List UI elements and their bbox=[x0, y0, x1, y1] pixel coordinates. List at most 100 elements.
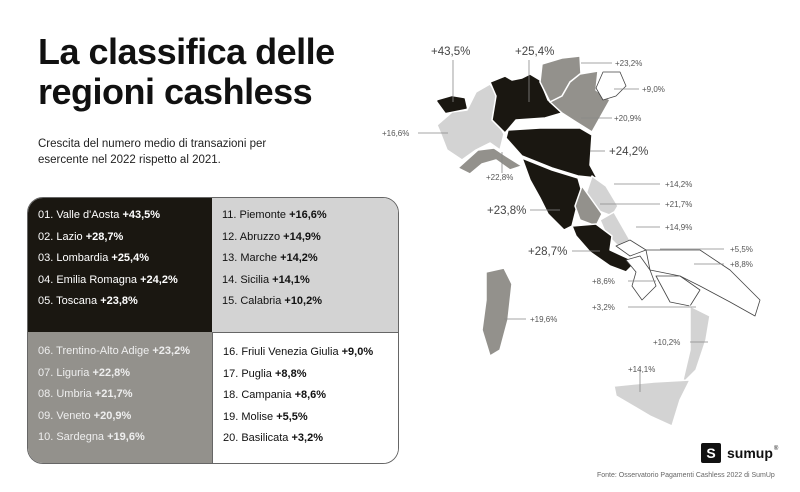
map-label-campania: +8,6% bbox=[592, 277, 615, 286]
map-label-sardegna: +19,6% bbox=[530, 315, 557, 324]
region-name: 04. Emilia Romagna bbox=[38, 273, 138, 286]
map-label-piemonte: +16,6% bbox=[382, 129, 409, 138]
map-label-toscana: +23,8% bbox=[487, 205, 526, 217]
map-label-puglia: +8,8% bbox=[730, 260, 753, 269]
region-value: +19,6% bbox=[107, 431, 145, 444]
region-sardegna bbox=[481, 267, 513, 357]
region-value: +14,1% bbox=[272, 273, 310, 286]
region-name: 07. Liguria bbox=[38, 366, 90, 379]
region-value: +8,8% bbox=[275, 367, 307, 380]
map-label-emilia-romagna: +24,2% bbox=[609, 146, 648, 158]
ranking-row: 02. Lazio +28,7% bbox=[38, 230, 212, 252]
sumup-logo-icon: S bbox=[701, 443, 721, 463]
region-name: 13. Marche bbox=[222, 252, 278, 265]
ranking-row: 16. Friuli Venezia Giulia +9,0% bbox=[223, 345, 398, 367]
region-value: +25,4% bbox=[111, 252, 150, 265]
region-name: 10. Sardegna bbox=[38, 431, 105, 444]
ranking-table: 01. Valle d'Aosta +43,5% 02. Lazio +28,7%… bbox=[27, 197, 399, 464]
map-label-trentino: +23,2% bbox=[615, 59, 642, 68]
page-title: La classifica delle regioni cashless bbox=[38, 31, 335, 112]
region-value: +5,5% bbox=[276, 410, 308, 423]
region-calabria bbox=[681, 305, 711, 385]
map-label-molise: +5,5% bbox=[730, 245, 753, 254]
ranking-row: 20. Basilicata +3,2% bbox=[223, 431, 398, 453]
leader-lines bbox=[418, 60, 724, 392]
ranking-tier-2: 06. Trentino-Alto Adige +23,2% 07. Liguri… bbox=[28, 332, 212, 463]
region-value: +14,9% bbox=[283, 230, 321, 243]
region-value: +14,2% bbox=[280, 252, 318, 265]
region-value: +23,2% bbox=[152, 345, 190, 357]
sumup-logo: S sumup ® bbox=[701, 443, 778, 463]
map-label-liguria: +22,8% bbox=[486, 173, 513, 182]
region-name: 11. Piemonte bbox=[222, 209, 287, 221]
map-label-veneto: +20,9% bbox=[614, 114, 641, 123]
ranking-row: 09. Veneto +20,9% bbox=[38, 409, 212, 431]
ranking-row: 12. Abruzzo +14,9% bbox=[222, 230, 398, 252]
region-name: 08. Umbria bbox=[38, 388, 92, 401]
region-name: 19. Molise bbox=[223, 410, 274, 423]
ranking-row: 14. Sicilia +14,1% bbox=[222, 273, 398, 295]
region-value: +9,0% bbox=[341, 346, 374, 358]
map-labels: +43,5% +25,4% +23,2% +9,0% +20,9% +16,6%… bbox=[382, 46, 753, 374]
region-name: 05. Toscana bbox=[38, 295, 98, 308]
source-note: Fonte: Osservatorio Pagamenti Cashless 2… bbox=[597, 472, 775, 479]
ranking-tier-1: 01. Valle d'Aosta +43,5% 02. Lazio +28,7%… bbox=[28, 198, 212, 332]
region-value: +24,2% bbox=[140, 273, 178, 286]
map-label-lazio: +28,7% bbox=[528, 246, 567, 258]
region-name: 12. Abruzzo bbox=[222, 230, 281, 243]
map-label-friuli: +9,0% bbox=[642, 85, 665, 94]
region-name: 03. Lombardia bbox=[38, 252, 109, 265]
region-basilicata bbox=[655, 275, 701, 307]
subtitle: Crescita del numero medio di transazioni… bbox=[38, 138, 267, 166]
region-value: +8,6% bbox=[294, 389, 327, 402]
ranking-row: 10. Sardegna +19,6% bbox=[38, 430, 212, 452]
ranking-row: 17. Puglia +8,8% bbox=[223, 367, 398, 389]
region-lazio bbox=[571, 223, 637, 273]
region-name: 16. Friuli Venezia Giulia bbox=[223, 346, 339, 358]
ranking-row: 01. Valle d'Aosta +43,5% bbox=[38, 208, 212, 230]
ranking-row: 04. Emilia Romagna +24,2% bbox=[38, 273, 212, 295]
region-puglia bbox=[645, 249, 761, 317]
ranking-row: 11. Piemonte +16,6% bbox=[222, 208, 398, 230]
region-campania bbox=[625, 255, 657, 301]
map-label-marche: +14,2% bbox=[665, 180, 692, 189]
region-value: +3,2% bbox=[291, 432, 324, 445]
region-value: +10,2% bbox=[284, 295, 323, 308]
ranking-row: 08. Umbria +21,7% bbox=[38, 387, 212, 409]
region-value: +16,6% bbox=[289, 209, 327, 221]
ranking-tier-3: 11. Piemonte +16,6% 12. Abruzzo +14,9% 13.… bbox=[212, 198, 398, 332]
region-liguria bbox=[457, 147, 523, 175]
logo-text: sumup bbox=[727, 445, 773, 461]
map-label-valle-daosta: +43,5% bbox=[431, 46, 470, 58]
region-name: 09. Veneto bbox=[38, 409, 91, 422]
ranking-row: 06. Trentino-Alto Adige +23,2% bbox=[38, 344, 212, 366]
map-label-umbria: +21,7% bbox=[665, 200, 692, 209]
ranking-row: 15. Calabria +10,2% bbox=[222, 294, 398, 316]
logo-registered-mark: ® bbox=[773, 446, 779, 452]
region-name: 14. Sicilia bbox=[222, 273, 270, 286]
ranking-row: 03. Lombardia +25,4% bbox=[38, 251, 212, 273]
region-friuli bbox=[595, 71, 627, 101]
region-value: +43,5% bbox=[122, 209, 161, 221]
region-name: 18. Campania bbox=[223, 389, 292, 402]
region-value: +28,7% bbox=[85, 230, 124, 243]
region-name: 20. Basilicata bbox=[223, 432, 289, 445]
region-name: 02. Lazio bbox=[38, 230, 83, 243]
region-name: 15. Calabria bbox=[222, 295, 282, 308]
region-veneto bbox=[549, 70, 611, 133]
region-sicilia bbox=[613, 379, 691, 427]
ranking-tier-4: 16. Friuli Venezia Giulia +9,0% 17. Pugli… bbox=[212, 332, 398, 463]
map-label-calabria: +10,2% bbox=[653, 338, 680, 347]
region-valle-daosta bbox=[437, 96, 467, 113]
region-name: 06. Trentino-Alto Adige bbox=[38, 345, 150, 357]
map-label-abruzzo: +14,9% bbox=[665, 223, 692, 232]
region-value: +23,8% bbox=[100, 295, 138, 308]
ranking-row: 07. Liguria +22,8% bbox=[38, 366, 212, 388]
region-value: +21,7% bbox=[94, 388, 133, 401]
ranking-row: 19. Molise +5,5% bbox=[223, 410, 398, 432]
region-emilia-romagna bbox=[505, 127, 598, 179]
region-name: 01. Valle d'Aosta bbox=[38, 209, 120, 221]
region-name: 17. Puglia bbox=[223, 367, 272, 380]
map-label-lombardia: +25,4% bbox=[515, 46, 554, 58]
